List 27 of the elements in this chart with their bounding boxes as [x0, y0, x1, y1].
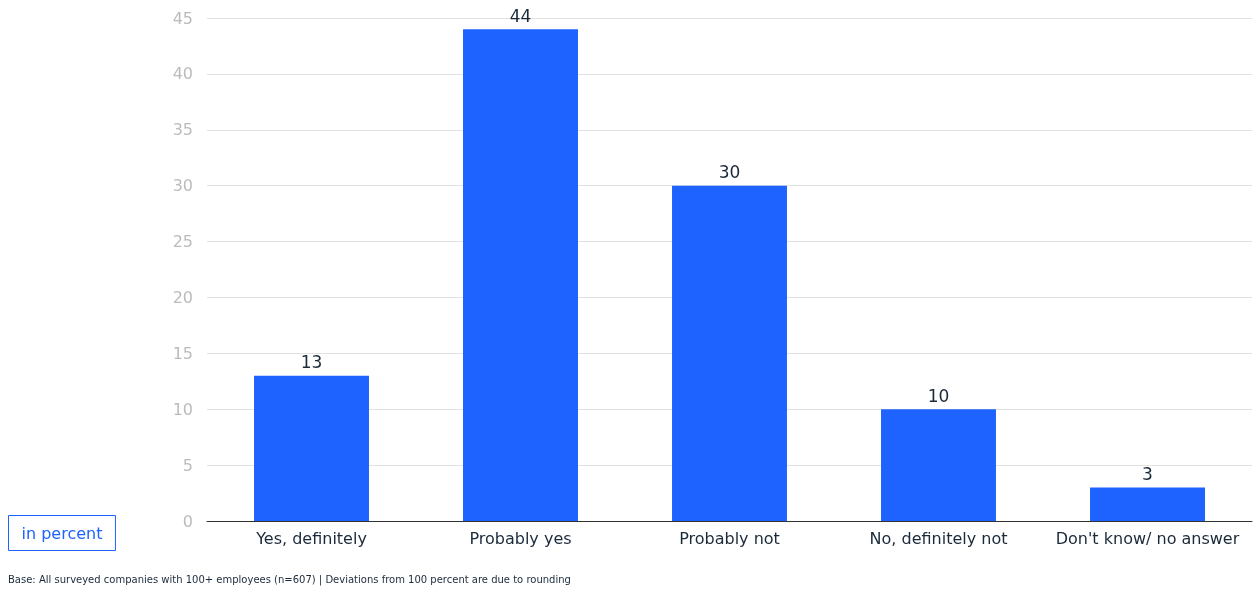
- x-tick-label: Probably yes: [469, 528, 572, 548]
- data-label: 10: [927, 385, 950, 406]
- y-tick-label: 40: [172, 64, 193, 84]
- y-tick-label: 0: [182, 511, 193, 531]
- y-tick-label: 10: [172, 399, 193, 419]
- y-tick-label: 30: [172, 176, 193, 196]
- data-label: 30: [718, 162, 741, 183]
- x-tick-label: Don't know/ no answer: [1055, 528, 1240, 548]
- bar: [881, 409, 996, 521]
- y-tick-label: 15: [172, 343, 193, 363]
- bar: [463, 29, 578, 521]
- y-tick-label: 5: [182, 455, 193, 475]
- y-tick-label: 35: [172, 120, 193, 140]
- data-label: 3: [1142, 463, 1153, 484]
- x-tick-label: Probably not: [679, 528, 780, 548]
- y-tick-label: 20: [172, 287, 193, 307]
- y-axis-title: in percent: [21, 524, 103, 543]
- x-tick-label: No, definitely not: [869, 528, 1008, 548]
- bar: [672, 185, 787, 521]
- y-tick-label: 45: [172, 8, 193, 28]
- text: Base: All surveyed companies with 100+ employees (n=607) | Deviations from 100 percent are due to rounding: [8, 573, 571, 586]
- x-tick-label: Yes, definitely: [255, 528, 367, 548]
- y-tick-label: 25: [172, 232, 193, 252]
- data-label: 44: [509, 5, 532, 26]
- bar: [1090, 487, 1205, 521]
- data-label: 13: [300, 352, 323, 373]
- bar: [254, 375, 369, 521]
